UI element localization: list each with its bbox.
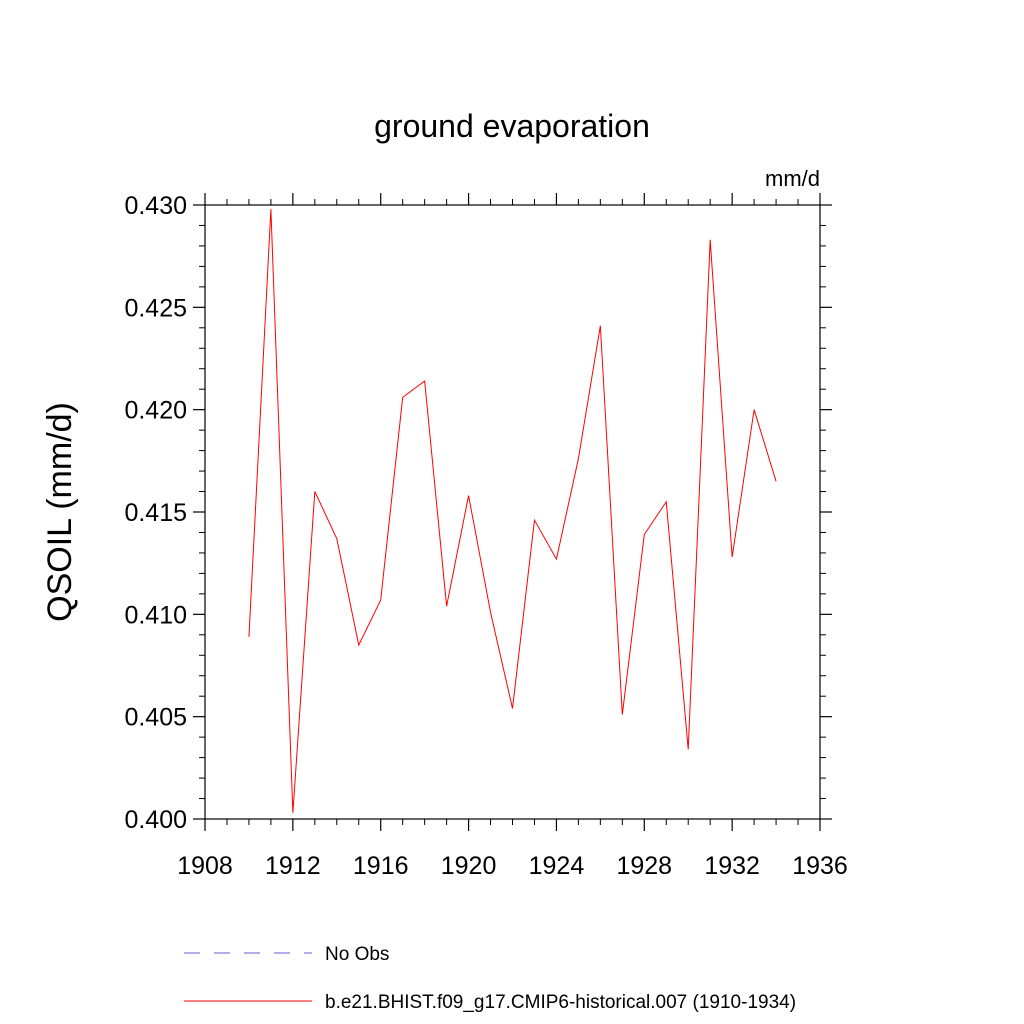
- x-tick-label: 1936: [792, 852, 848, 880]
- x-tick-label: 1932: [704, 852, 760, 880]
- y-tick-label: 0.400: [124, 806, 187, 834]
- y-tick-label: 0.420: [124, 397, 187, 425]
- series-line: [248, 209, 777, 813]
- legend-label: No Obs: [325, 944, 389, 965]
- x-tick-label: 1928: [616, 852, 672, 880]
- series-layer: [248, 209, 777, 813]
- tick-labels: 0.400 0.405 0.410 0.415 0.420 0.425 0.430 1908 1…: [124, 192, 847, 880]
- x-tick-label: 1916: [353, 852, 409, 880]
- axis-ticks: [193, 193, 832, 831]
- y-tick-label: 0.405: [124, 704, 187, 732]
- y-axis-label: QSOIL (mm/d): [41, 402, 79, 622]
- x-tick-label: 1920: [441, 852, 497, 880]
- y-tick-label: 0.415: [124, 499, 187, 527]
- y-tick-label: 0.410: [124, 601, 187, 629]
- x-tick-label: 1924: [529, 852, 585, 880]
- x-tick-label: 1908: [177, 852, 233, 880]
- legend-label: b.e21.BHIST.f09_g17.CMIP6-historical.007…: [325, 992, 796, 1013]
- plot-frame: [204, 204, 821, 820]
- x-tick-label: 1912: [265, 852, 321, 880]
- units-label: mm/d: [765, 166, 820, 191]
- legend: No Obs b.e21.BHIST.f09_g17.CMIP6-historic…: [184, 944, 796, 1013]
- chart-title: ground evaporation: [374, 108, 650, 144]
- y-tick-label: 0.430: [124, 192, 187, 220]
- y-tick-label: 0.425: [124, 294, 187, 322]
